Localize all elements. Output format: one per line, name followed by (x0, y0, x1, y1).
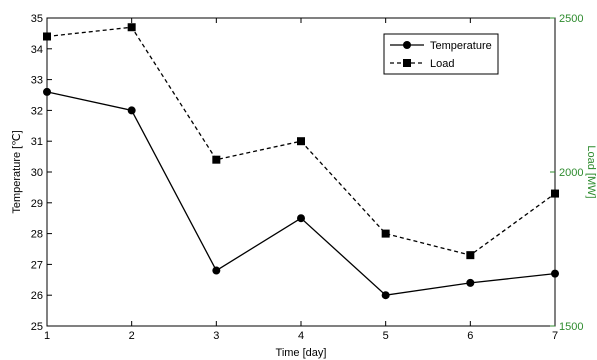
data-point-temperature (466, 278, 475, 287)
data-point-load (551, 189, 559, 198)
legend: Temperature Load (383, 33, 499, 75)
x-tick-label: 5 (383, 330, 389, 342)
y-tick-label: 26 (31, 290, 43, 302)
x-tick-label: 4 (298, 330, 304, 342)
x-axis-label: Time [day] (276, 347, 327, 359)
y-axis-right-label: Load [MW] (585, 145, 597, 198)
data-point-load (212, 155, 221, 164)
y-tick-label: 35 (31, 13, 43, 25)
x-tick-label: 6 (467, 330, 473, 342)
x-axis-ticks: 1 2 3 4 5 6 7 (44, 18, 558, 342)
x-tick-label: 1 (44, 330, 50, 342)
data-point-load (43, 32, 51, 41)
x-tick-label: 3 (213, 330, 219, 342)
legend-box (383, 33, 499, 75)
data-point-temperature (212, 266, 221, 275)
y-tick-label: 25 (31, 321, 43, 333)
y-axis-right-ticks: 1500 2000 2500 (550, 13, 583, 333)
data-point-temperature (381, 291, 390, 300)
y-tick-label: 28 (31, 229, 43, 241)
y-tick-label: 32 (31, 105, 43, 117)
y-axis-left-ticks: 25 26 27 28 29 30 31 32 33 34 35 (31, 13, 52, 333)
data-point-load (466, 251, 475, 260)
legend-marker-load (403, 59, 411, 67)
y-tick-label: 27 (31, 259, 43, 271)
legend-label-temperature: Temperature (430, 40, 492, 52)
y-tick-label: 34 (31, 44, 43, 56)
data-point-temperature (551, 269, 559, 278)
legend-label-load: Load (430, 58, 454, 70)
legend-marker-temperature (403, 41, 411, 49)
data-point-temperature (127, 106, 136, 115)
x-tick-label: 7 (552, 330, 558, 342)
data-point-temperature (43, 87, 51, 96)
x-tick-label: 2 (129, 330, 135, 342)
data-point-load (127, 23, 136, 32)
data-point-temperature (297, 214, 305, 223)
data-point-load (381, 229, 390, 238)
y2-tick-label: 1500 (559, 321, 583, 333)
y2-tick-label: 2500 (559, 13, 583, 25)
data-point-load (297, 137, 305, 146)
y-axis-left-label: Temperature [℃] (11, 130, 23, 213)
y-tick-label: 33 (31, 75, 43, 87)
y2-tick-label: 2000 (559, 167, 583, 179)
y-tick-label: 29 (31, 198, 43, 210)
series-layer (43, 23, 559, 300)
y-tick-label: 31 (31, 136, 43, 148)
y-tick-label: 30 (31, 167, 43, 179)
